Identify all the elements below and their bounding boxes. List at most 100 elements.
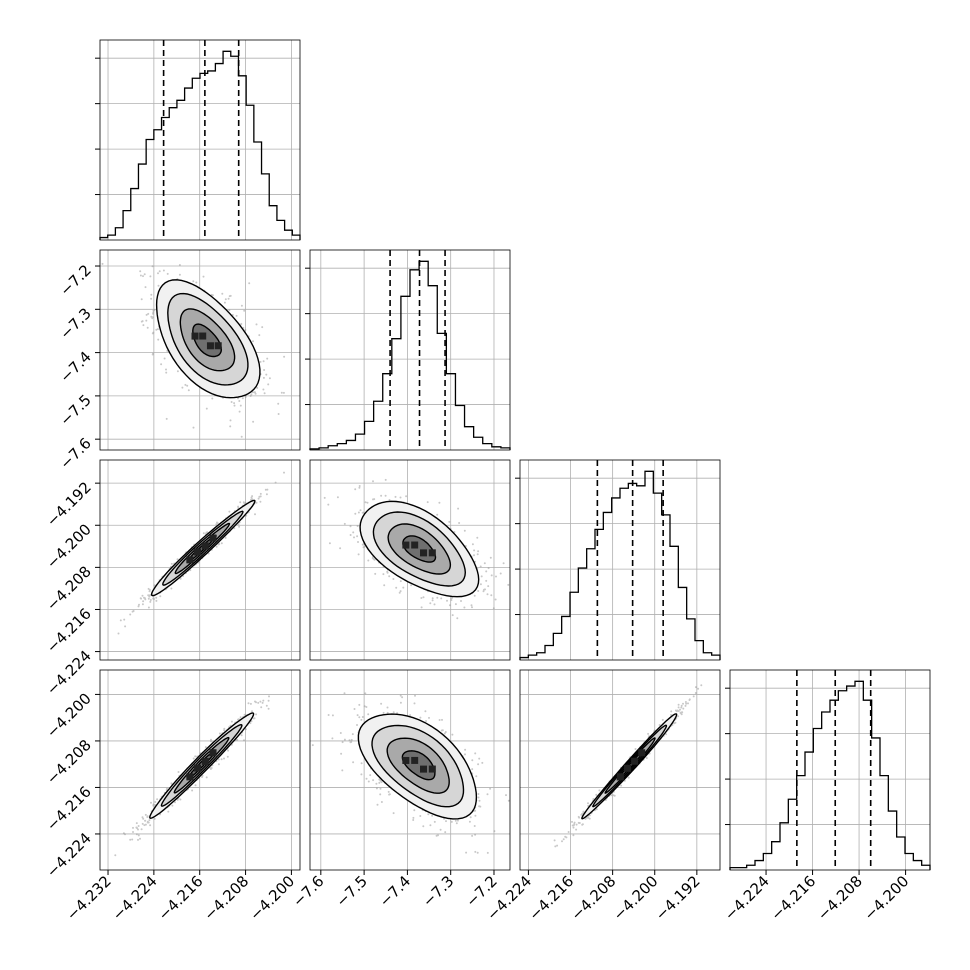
contour-line [160, 723, 243, 807]
y-tick-label: −4.216 [43, 783, 95, 835]
density-panel-0-1 [99, 249, 301, 451]
histogram-panel-2 [515, 459, 721, 661]
x-tick-label: −7.6 [289, 872, 327, 910]
density-core [638, 749, 646, 757]
panel-frame [309, 459, 511, 661]
density-core [186, 556, 194, 564]
contour-line [192, 323, 223, 358]
panel-frame [519, 459, 721, 661]
y-tick-label: −4.224 [43, 647, 95, 699]
histogram-steps [729, 680, 931, 870]
x-tick-label: −4.200 [860, 872, 912, 924]
density-core [428, 549, 436, 557]
contour-line [581, 713, 678, 820]
x-tick-label: −4.224 [109, 872, 161, 924]
y-tick-label: −4.192 [43, 478, 95, 530]
x-tick-label: −7.5 [332, 872, 370, 910]
density-core [420, 765, 428, 773]
y-tick-label: −7.5 [56, 391, 94, 429]
density-content [311, 692, 510, 854]
histogram-panel-3 [725, 669, 931, 871]
density-content [323, 478, 510, 620]
density-panel-1-2 [309, 459, 511, 661]
y-tick-label: −4.200 [43, 520, 95, 572]
density-content [117, 471, 286, 635]
density-core [402, 541, 410, 549]
contour-line [371, 724, 465, 808]
y-tick-label: −4.216 [43, 605, 95, 657]
density-core [402, 756, 410, 764]
histogram-panel-0 [95, 39, 301, 241]
y-tick-label: −7.3 [56, 304, 94, 342]
y-tick-label: −4.224 [43, 829, 95, 881]
x-tick-label: −4.216 [155, 872, 207, 924]
density-fill [402, 535, 436, 563]
panel-frame [99, 459, 301, 661]
panel-frame [99, 249, 301, 451]
density-core [209, 534, 217, 542]
density-core [199, 332, 207, 340]
density-core [420, 549, 428, 557]
y-tick-label: −7.4 [56, 348, 94, 386]
y-tick-label: −4.208 [43, 562, 95, 614]
histogram-steps [99, 50, 301, 240]
contour-line [155, 279, 261, 399]
density-core [214, 342, 222, 350]
x-tick-label: −4.192 [652, 872, 704, 924]
panel-frame [519, 669, 721, 871]
contour-line [372, 511, 467, 587]
density-core [624, 764, 631, 772]
density-core [411, 541, 419, 549]
density-content [553, 684, 703, 848]
density-core [631, 757, 639, 765]
density-panel-2-3 [519, 669, 721, 871]
panel-frame [729, 669, 931, 871]
contour-line [149, 712, 255, 820]
x-tick-label: −4.208 [567, 872, 619, 924]
density-content [101, 262, 286, 438]
contour-line [386, 737, 450, 794]
x-tick-label: −7.3 [419, 872, 457, 910]
x-tick-label: −4.208 [814, 872, 866, 924]
x-tick-label: −4.200 [610, 872, 662, 924]
contour-line [359, 500, 480, 598]
histogram-steps [519, 470, 721, 660]
x-tick-label: −7.4 [376, 872, 414, 910]
contour-line [150, 499, 256, 597]
panel-frame [309, 669, 511, 871]
density-content [114, 695, 271, 857]
x-tick-label: −4.208 [200, 872, 252, 924]
density-core [616, 773, 624, 781]
density-core [191, 332, 199, 340]
y-tick-label: −4.200 [43, 690, 95, 742]
x-tick-label: −4.224 [721, 872, 773, 924]
panel-frame [99, 39, 301, 241]
density-core [194, 764, 202, 772]
contour-line [387, 523, 452, 575]
density-fill [187, 750, 216, 780]
density-core [206, 342, 214, 350]
contour-line [162, 510, 244, 586]
contour-line [592, 724, 668, 808]
density-core [186, 773, 194, 781]
density-core [194, 548, 202, 556]
density-core [201, 542, 209, 550]
x-tick-label: −4.232 [63, 872, 115, 924]
x-tick-label: −4.216 [767, 872, 819, 924]
density-core [201, 757, 209, 765]
density-panel-0-3 [99, 669, 301, 871]
contour-line [167, 292, 249, 386]
density-panel-1-3 [309, 669, 511, 871]
y-tick-label: −7.6 [56, 434, 94, 472]
histogram-steps [309, 260, 511, 450]
y-tick-label: −7.2 [56, 261, 94, 299]
density-core [411, 756, 419, 764]
contour-line [179, 308, 236, 372]
density-panel-0-2 [99, 459, 301, 661]
density-core [209, 749, 217, 757]
contour-line [357, 713, 478, 820]
panel-frame [309, 249, 511, 451]
contour-line [401, 750, 436, 781]
histogram-panel-1 [305, 249, 511, 451]
